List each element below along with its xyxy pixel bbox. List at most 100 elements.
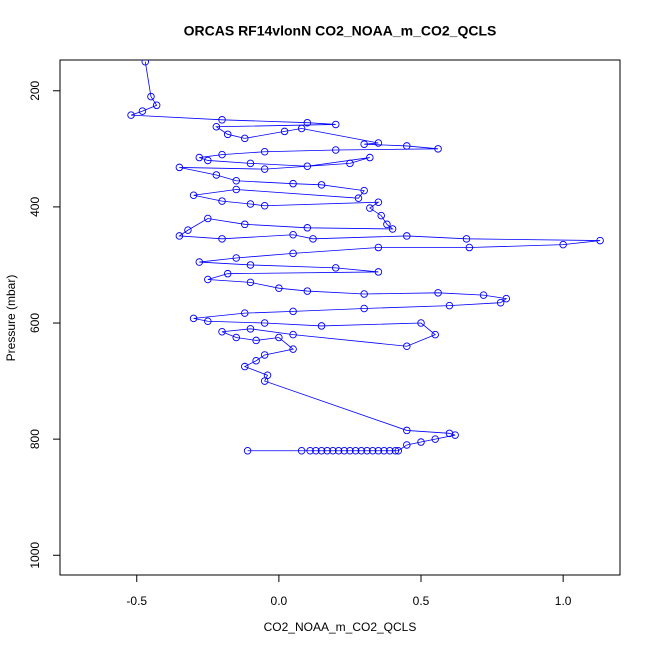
data-point [241, 220, 249, 229]
data-point [260, 165, 269, 173]
data-point [289, 249, 297, 258]
data-point [417, 438, 425, 446]
data-point [141, 60, 150, 66]
data-point [346, 159, 354, 168]
data-point [252, 357, 260, 365]
x-tick-label: 1.0 [555, 594, 572, 608]
data-point [403, 142, 411, 150]
data-point [312, 446, 320, 455]
data-point [189, 314, 198, 323]
data-point [596, 236, 604, 245]
data-point [246, 159, 255, 168]
data-point [184, 226, 192, 234]
data-point [559, 240, 567, 249]
data-point [218, 150, 226, 159]
data-point [366, 153, 374, 162]
data-point [218, 116, 226, 124]
y-tick-label: 600 [28, 313, 42, 333]
data-point [366, 204, 374, 212]
data-point [289, 307, 297, 316]
data-point [403, 441, 411, 449]
y-tick-label: 800 [28, 429, 42, 449]
data-point [241, 134, 249, 143]
data-point [275, 284, 283, 292]
data-line [130, 61, 601, 452]
data-point [212, 171, 221, 179]
data-point [351, 446, 360, 455]
data-point [127, 111, 135, 119]
data-point [260, 201, 269, 210]
data-point [403, 342, 411, 350]
data-point [360, 290, 368, 298]
data-point [260, 377, 269, 385]
data-point [496, 298, 505, 307]
data-point [346, 446, 354, 455]
data-point [374, 243, 383, 252]
data-point [175, 163, 184, 172]
data-point [289, 231, 297, 239]
data-point [309, 235, 317, 243]
y-tick-label: 1000 [28, 542, 42, 569]
data-point [303, 224, 312, 232]
data-point [465, 243, 474, 252]
data-point [232, 185, 240, 194]
y-axis-label: Pressure (mbar) [4, 275, 18, 362]
data-point [394, 446, 403, 455]
data-point [431, 330, 439, 339]
x-tick-label: -0.5 [126, 594, 147, 608]
data-point [334, 446, 343, 455]
data-point [218, 327, 226, 336]
data-point [212, 123, 221, 131]
data-point [223, 269, 232, 278]
data-point [383, 220, 391, 229]
data-point [275, 333, 283, 342]
data-point [434, 289, 442, 297]
y-tick-label: 400 [28, 197, 42, 217]
data-point [243, 446, 252, 455]
data-point [363, 446, 371, 455]
data-point [403, 426, 411, 435]
data-point [232, 177, 240, 185]
data-point [431, 435, 439, 443]
data-point [218, 235, 226, 243]
data-point [360, 140, 368, 148]
data-point [246, 261, 255, 269]
data-point [377, 211, 385, 220]
data-point [303, 287, 312, 295]
data-point [434, 145, 442, 153]
data-point [204, 275, 212, 284]
data-point [445, 301, 454, 310]
data-point [331, 146, 340, 154]
data-point [451, 431, 459, 439]
data-point [246, 325, 255, 333]
chart-title: ORCAS RF14vlonN CO2_NOAA_m_CO2_QCLS [184, 23, 497, 39]
data-point [331, 264, 340, 272]
x-tick-label: 0.0 [271, 594, 288, 608]
data-point [246, 200, 255, 208]
data-point [502, 294, 511, 303]
data-point [374, 198, 383, 206]
data-point [445, 429, 454, 438]
data-point [138, 107, 147, 115]
data-point [317, 446, 326, 455]
data-point [263, 371, 272, 380]
data-point [417, 319, 425, 327]
data-point [403, 232, 411, 240]
data-point [260, 319, 269, 327]
data-point [360, 186, 368, 195]
data-point [317, 322, 326, 330]
data-point [323, 446, 331, 455]
data-point [0, 447, 3, 454]
data-point [260, 351, 269, 359]
data-point [195, 258, 204, 266]
data-point [223, 130, 232, 139]
data-point [317, 181, 326, 189]
data-point [289, 345, 297, 353]
y-tick-label: 200 [28, 80, 42, 100]
data-point [195, 153, 204, 162]
data-point [385, 446, 394, 455]
data-point [360, 304, 368, 313]
data-point [374, 446, 383, 455]
data-point [189, 191, 198, 200]
